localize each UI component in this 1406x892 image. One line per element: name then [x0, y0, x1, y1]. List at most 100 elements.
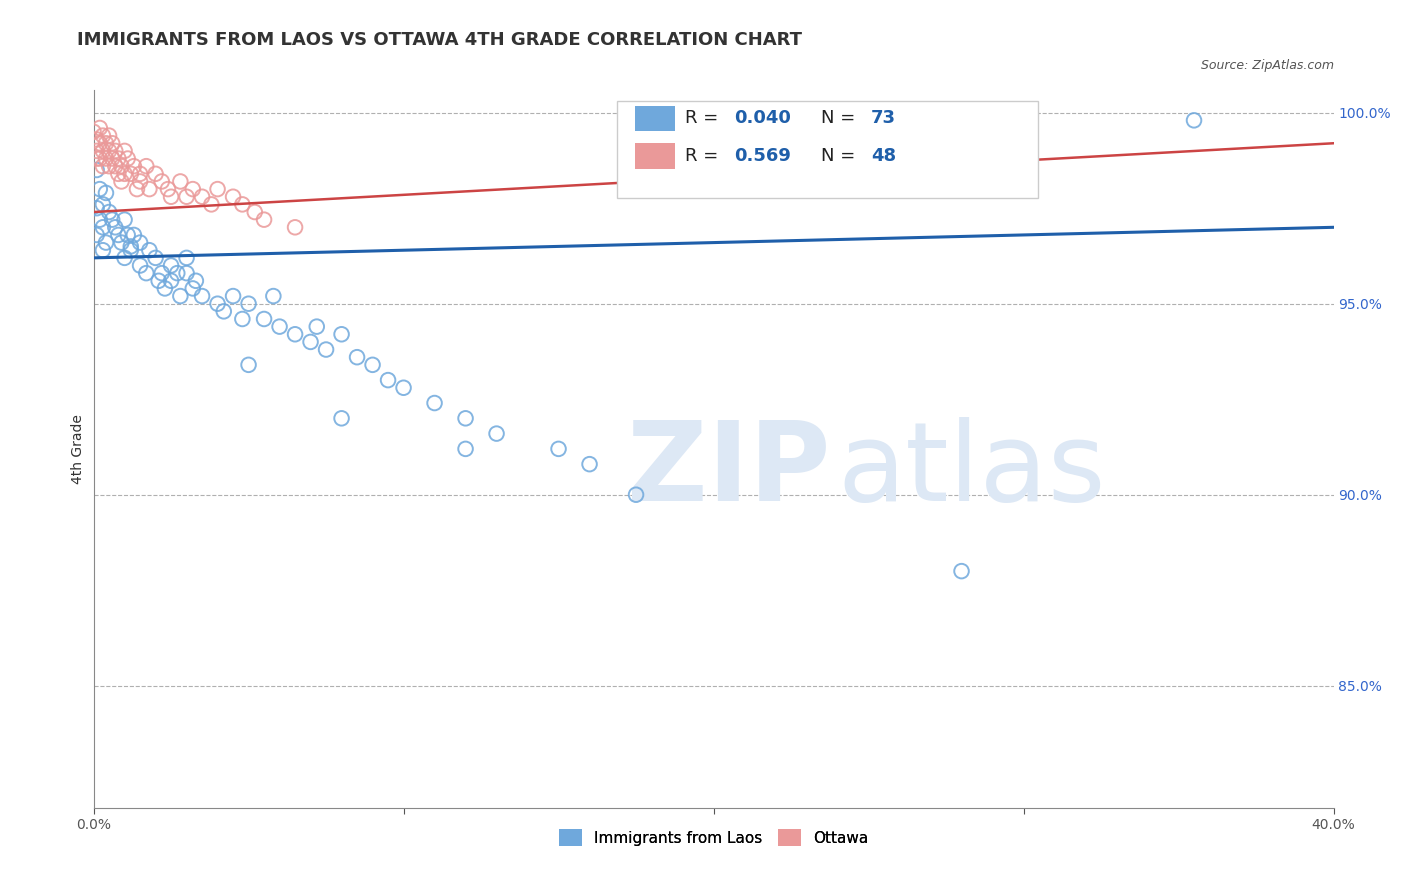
Point — [98, 128, 121, 143]
Point — [231, 312, 253, 326]
Point — [169, 289, 191, 303]
Point — [176, 190, 198, 204]
Text: 0.040: 0.040 — [734, 110, 792, 128]
Point — [547, 442, 569, 456]
Point — [91, 128, 114, 143]
Point — [98, 159, 121, 173]
Text: N =: N = — [821, 110, 862, 128]
Point — [485, 426, 508, 441]
Point — [129, 167, 152, 181]
Point — [423, 396, 446, 410]
Point — [156, 182, 179, 196]
Point — [153, 281, 176, 295]
Point — [89, 120, 111, 135]
Point — [305, 319, 328, 334]
Point — [284, 327, 307, 342]
Point — [238, 358, 260, 372]
Text: Source: ZipAtlas.com: Source: ZipAtlas.com — [1201, 59, 1333, 72]
Point — [101, 212, 124, 227]
Point — [624, 488, 647, 502]
Point — [138, 244, 160, 258]
Point — [299, 334, 322, 349]
Point — [315, 343, 337, 357]
Point — [117, 227, 139, 242]
Point — [110, 174, 132, 188]
Point — [166, 266, 188, 280]
Point — [361, 358, 384, 372]
Point — [176, 251, 198, 265]
Point — [122, 159, 145, 173]
Point — [89, 182, 111, 196]
Point — [94, 152, 117, 166]
Point — [89, 152, 111, 166]
Point — [346, 350, 368, 364]
Point — [129, 235, 152, 250]
Point — [114, 251, 136, 265]
Point — [135, 266, 157, 280]
Point — [86, 201, 108, 215]
Text: N =: N = — [821, 147, 862, 165]
Point — [125, 182, 148, 196]
Point — [98, 144, 121, 158]
Point — [330, 327, 353, 342]
Point — [231, 197, 253, 211]
Point — [578, 457, 600, 471]
Text: 48: 48 — [870, 147, 896, 165]
Point — [262, 289, 284, 303]
Point — [91, 220, 114, 235]
Point — [104, 220, 127, 235]
Point — [330, 411, 353, 425]
Text: ZIP: ZIP — [627, 417, 830, 524]
Point — [104, 144, 127, 158]
Point — [181, 281, 204, 295]
Point — [145, 251, 167, 265]
Point — [98, 205, 121, 219]
Point — [107, 152, 129, 166]
Point — [160, 259, 183, 273]
Point — [222, 190, 245, 204]
Point — [1182, 113, 1205, 128]
Point — [138, 182, 160, 196]
Point — [89, 136, 111, 151]
Text: atlas: atlas — [838, 417, 1107, 524]
Point — [120, 239, 142, 253]
Point — [191, 289, 214, 303]
Point — [101, 136, 124, 151]
Point — [243, 205, 266, 219]
Point — [91, 159, 114, 173]
Point — [129, 174, 152, 188]
Point — [86, 227, 108, 242]
Point — [94, 186, 117, 200]
Text: IMMIGRANTS FROM LAOS VS OTTAWA 4TH GRADE CORRELATION CHART: IMMIGRANTS FROM LAOS VS OTTAWA 4TH GRADE… — [77, 31, 803, 49]
Point — [120, 244, 142, 258]
Point — [145, 167, 167, 181]
Point — [107, 167, 129, 181]
Point — [114, 167, 136, 181]
Point — [94, 136, 117, 151]
Point — [169, 174, 191, 188]
Point — [114, 144, 136, 158]
Point — [117, 152, 139, 166]
Point — [181, 182, 204, 196]
Legend: Immigrants from Laos, Ottawa: Immigrants from Laos, Ottawa — [553, 823, 875, 852]
Point — [176, 266, 198, 280]
Point — [110, 235, 132, 250]
Point — [129, 259, 152, 273]
Point — [89, 212, 111, 227]
Point — [91, 144, 114, 158]
Bar — [636, 143, 675, 169]
Point — [86, 132, 108, 146]
Point — [454, 411, 477, 425]
Point — [207, 182, 229, 196]
Point — [950, 564, 973, 578]
Point — [91, 244, 114, 258]
Point — [86, 163, 108, 178]
Point — [184, 274, 207, 288]
Point — [222, 289, 245, 303]
Text: 0.569: 0.569 — [734, 147, 792, 165]
Point — [83, 125, 105, 139]
Point — [86, 152, 108, 166]
Point — [191, 190, 214, 204]
Point — [94, 235, 117, 250]
Point — [110, 159, 132, 173]
